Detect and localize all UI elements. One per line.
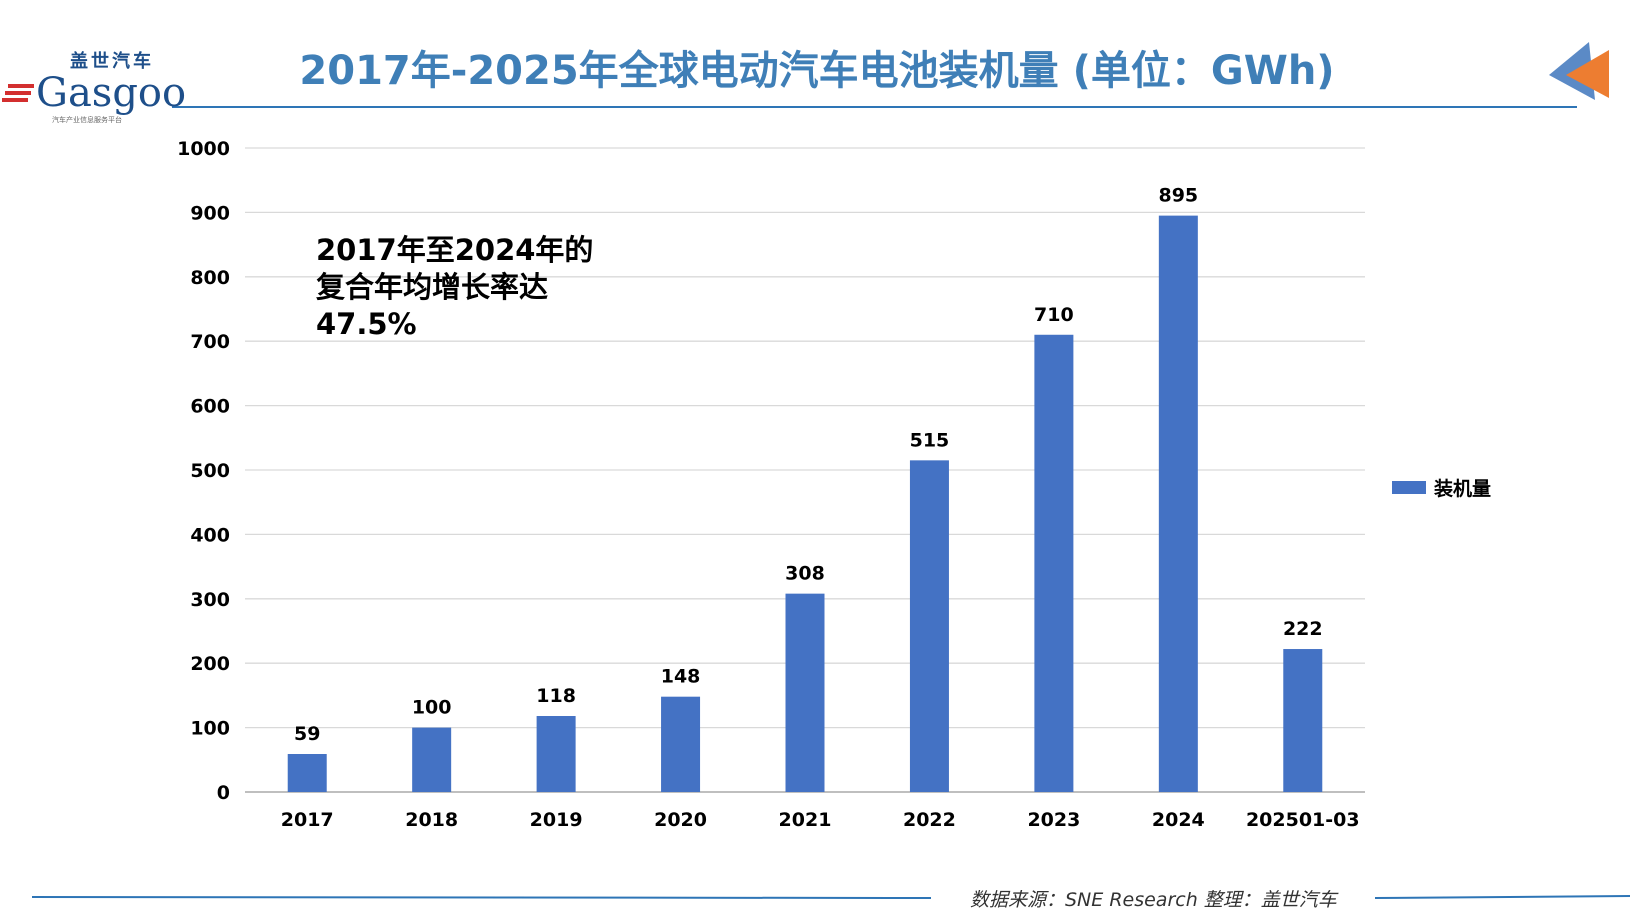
legend-label: 装机量	[1434, 478, 1492, 500]
y-tick-label: 600	[190, 396, 230, 418]
x-tick-label: 2024	[1152, 809, 1205, 831]
data-label: 222	[1283, 618, 1323, 640]
y-tick-label: 0	[217, 782, 230, 804]
data-label: 59	[294, 723, 320, 745]
data-label: 118	[536, 685, 576, 707]
source-note: 数据来源：SNE Research 整理：盖世汽车	[970, 889, 1337, 911]
legend: 装机量	[1392, 474, 1491, 501]
bar	[1283, 649, 1323, 792]
y-tick-label: 300	[190, 589, 230, 611]
data-label: 515	[910, 429, 950, 451]
y-tick-label: 200	[190, 653, 230, 675]
bar	[1158, 215, 1198, 792]
data-label: 308	[785, 563, 825, 585]
bar	[785, 593, 825, 792]
bar	[536, 716, 576, 792]
bar	[412, 727, 452, 792]
bar	[909, 460, 949, 792]
y-tick-label: 700	[190, 331, 230, 353]
logo-gasgoo: Gasgoo	[36, 70, 187, 116]
annotation-line: 47.5%	[316, 307, 417, 341]
annotation-line: 2017年至2024年的	[316, 233, 594, 267]
data-label: 710	[1034, 304, 1074, 326]
bar	[661, 696, 701, 792]
logo-tagline: 汽车产业信息服务平台	[52, 116, 122, 124]
y-tick-label: 1000	[177, 138, 230, 160]
cagr-annotation: 2017年至2024年的 复合年均增长率达 47.5%	[316, 232, 593, 343]
x-tick-label: 2022	[903, 809, 956, 831]
x-tick-label: 2019	[530, 809, 583, 831]
legend-swatch	[1392, 481, 1426, 494]
y-tick-label: 500	[190, 460, 230, 482]
y-tick-label: 100	[190, 718, 230, 740]
footer-line-left	[31, 896, 932, 899]
y-tick-label: 800	[190, 267, 230, 289]
y-tick-label: 400	[190, 524, 230, 546]
x-tick-label: 202501-03	[1246, 809, 1360, 831]
logo-chinese: 盖世汽车	[70, 51, 154, 72]
x-tick-label: 2017	[281, 809, 334, 831]
x-tick-label: 2023	[1027, 809, 1080, 831]
back-arrow-blue-icon	[1549, 42, 1595, 100]
footer-line-right	[1374, 895, 1631, 899]
x-tick-label: 2021	[779, 809, 832, 831]
bar	[1034, 334, 1074, 792]
bar	[287, 754, 327, 792]
x-tick-label: 2020	[654, 809, 707, 831]
y-tick-label: 900	[190, 202, 230, 224]
data-label: 100	[412, 697, 452, 719]
page-title: 2017年-2025年全球电动汽车电池装机量 (单位：GWh)	[299, 48, 1335, 94]
back-arrow-orange-icon	[1566, 50, 1609, 98]
data-label: 148	[661, 666, 701, 688]
annotation-line: 复合年均增长率达	[316, 270, 549, 304]
logo-stripes	[2, 84, 34, 102]
data-label: 895	[1158, 185, 1198, 207]
x-tick-label: 2018	[405, 809, 458, 831]
